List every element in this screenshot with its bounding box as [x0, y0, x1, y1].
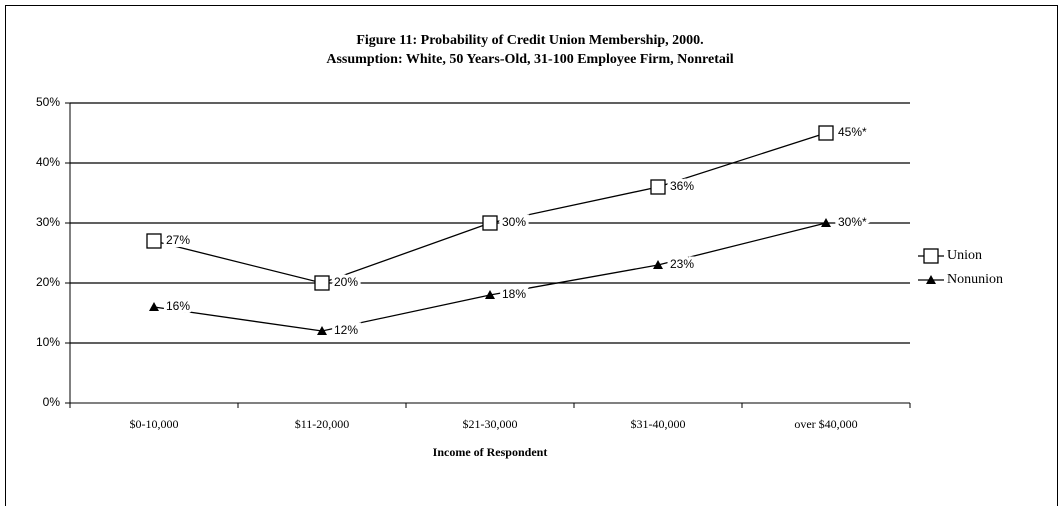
- y-tick-label: 10%: [36, 335, 60, 349]
- series-line: [153, 132, 827, 284]
- x-tick-label: $11-20,000: [295, 417, 350, 431]
- data-label: 16%: [166, 299, 190, 313]
- marker: [821, 218, 831, 227]
- chart-subtitle: Assumption: White, 50 Years-Old, 31-100 …: [326, 52, 733, 67]
- x-tick-label: over $40,000: [794, 417, 857, 431]
- x-tick-label: $21-30,000: [463, 417, 518, 431]
- x-tick-label: $0-10,000: [130, 417, 179, 431]
- x-tick-label: $31-40,000: [631, 417, 686, 431]
- data-label: 23%: [670, 257, 694, 271]
- chart-frame: [5, 5, 1058, 506]
- data-label: 12%: [334, 323, 358, 337]
- y-tick-label: 50%: [36, 95, 60, 109]
- series-line: [153, 222, 827, 332]
- marker: [653, 260, 663, 269]
- marker: [923, 248, 939, 264]
- marker: [314, 275, 330, 291]
- marker: [485, 290, 495, 299]
- data-label: 30%: [502, 215, 526, 229]
- chart-title: Figure 11: Probability of Credit Union M…: [356, 33, 703, 48]
- data-label: 30%*: [838, 215, 867, 229]
- data-label: 20%: [334, 275, 358, 289]
- marker: [926, 275, 936, 284]
- marker: [149, 302, 159, 311]
- marker: [818, 125, 834, 141]
- data-label: 45%*: [838, 125, 867, 139]
- marker: [650, 179, 666, 195]
- y-tick-label: 0%: [43, 395, 61, 409]
- marker: [146, 233, 162, 249]
- data-label: 27%: [166, 233, 190, 247]
- y-tick-label: 20%: [36, 275, 60, 289]
- marker: [482, 215, 498, 231]
- legend-label: Nonunion: [947, 272, 1003, 287]
- data-label: 18%: [502, 287, 526, 301]
- legend-label: Union: [947, 248, 982, 263]
- marker: [317, 326, 327, 335]
- y-tick-label: 30%: [36, 215, 60, 229]
- data-label: 36%: [670, 179, 694, 193]
- x-axis-label: Income of Respondent: [433, 445, 548, 459]
- y-tick-label: 40%: [36, 155, 60, 169]
